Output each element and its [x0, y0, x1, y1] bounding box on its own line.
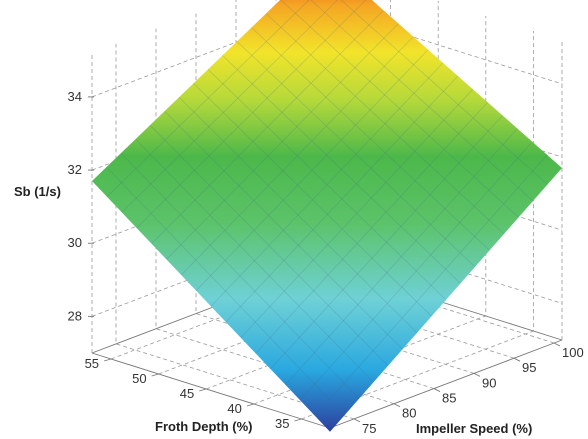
- mesh-line: [300, 141, 533, 401]
- x-tick-label: 50: [132, 371, 146, 386]
- mesh-line: [225, 75, 459, 323]
- mesh-line: [151, 10, 384, 244]
- mesh-line: [265, 13, 505, 235]
- mesh-line: [121, 0, 355, 213]
- x-tick-mark: [151, 373, 159, 377]
- mesh-line: [270, 115, 503, 370]
- floor-edge: [329, 339, 563, 429]
- y-tick-label: 85: [442, 391, 456, 406]
- surface-mesh: [106, 0, 548, 417]
- x-tick-mark: [294, 418, 302, 422]
- mesh-line: [195, 49, 429, 291]
- z-tick-label: 28: [68, 308, 82, 323]
- mesh-line: [280, 0, 519, 218]
- y-tick-mark: [513, 357, 521, 362]
- response-surface: [92, 0, 562, 432]
- mesh-line: [135, 138, 374, 383]
- x-tick-label: 35: [275, 416, 289, 431]
- mesh-line: [314, 154, 548, 417]
- mesh-line: [236, 41, 476, 268]
- mesh-line: [222, 55, 461, 284]
- y-tick-mark: [473, 372, 481, 377]
- y-axis-ticks: 75 80 85 90 95 100: [353, 342, 584, 436]
- y-tick-label: 100: [562, 345, 584, 360]
- z-tick-label: 32: [68, 162, 82, 177]
- mesh-line: [309, 0, 548, 185]
- x-tick-label: 55: [85, 356, 99, 371]
- z-tick-label: 34: [68, 89, 82, 104]
- x-axis-title: Froth Depth (%): [155, 419, 252, 434]
- mesh-line: [136, 0, 369, 229]
- y-axis-title: Impeller Speed (%): [416, 421, 532, 436]
- floor-edge: [91, 352, 331, 429]
- y-tick-label: 80: [402, 406, 416, 421]
- mesh-line: [106, 0, 340, 197]
- mesh-line: [207, 69, 447, 301]
- z-tick-label: 30: [68, 235, 82, 250]
- y-tick-label: 95: [522, 360, 536, 375]
- mesh-line: [210, 62, 444, 307]
- mesh-line: [166, 23, 399, 260]
- y-tick-mark: [433, 388, 441, 392]
- x-tick-mark: [103, 358, 112, 362]
- mesh-line: [255, 102, 488, 354]
- mesh-line: [178, 97, 418, 334]
- x-tick-label: 45: [180, 386, 194, 401]
- mesh-line: [240, 88, 474, 338]
- mesh-line: [164, 110, 403, 350]
- mesh-line: [294, 0, 534, 202]
- x-tick-mark: [246, 403, 254, 407]
- z-axis-title: Sb (1/s): [14, 184, 61, 199]
- mesh-line: [285, 128, 518, 385]
- x-tick-mark: [199, 388, 207, 392]
- mesh-line: [251, 27, 490, 251]
- y-gridline: [115, 43, 355, 420]
- mesh-line: [106, 166, 345, 416]
- y-tick-mark: [353, 418, 361, 423]
- x-tick-label: 40: [227, 401, 241, 416]
- mesh-line: [181, 36, 414, 276]
- mesh-line: [193, 83, 432, 317]
- y-tick-mark: [393, 403, 401, 408]
- y-tick-label: 90: [482, 375, 496, 390]
- mesh-line: [120, 152, 360, 399]
- z-axis-ticks: 28 30 32 34: [68, 89, 94, 323]
- y-tick-label: 75: [362, 421, 376, 436]
- mesh-line: [149, 124, 389, 367]
- y-tick-mark: [553, 342, 561, 347]
- x-axis-ticks: 35 40 45 50 55: [85, 356, 302, 431]
